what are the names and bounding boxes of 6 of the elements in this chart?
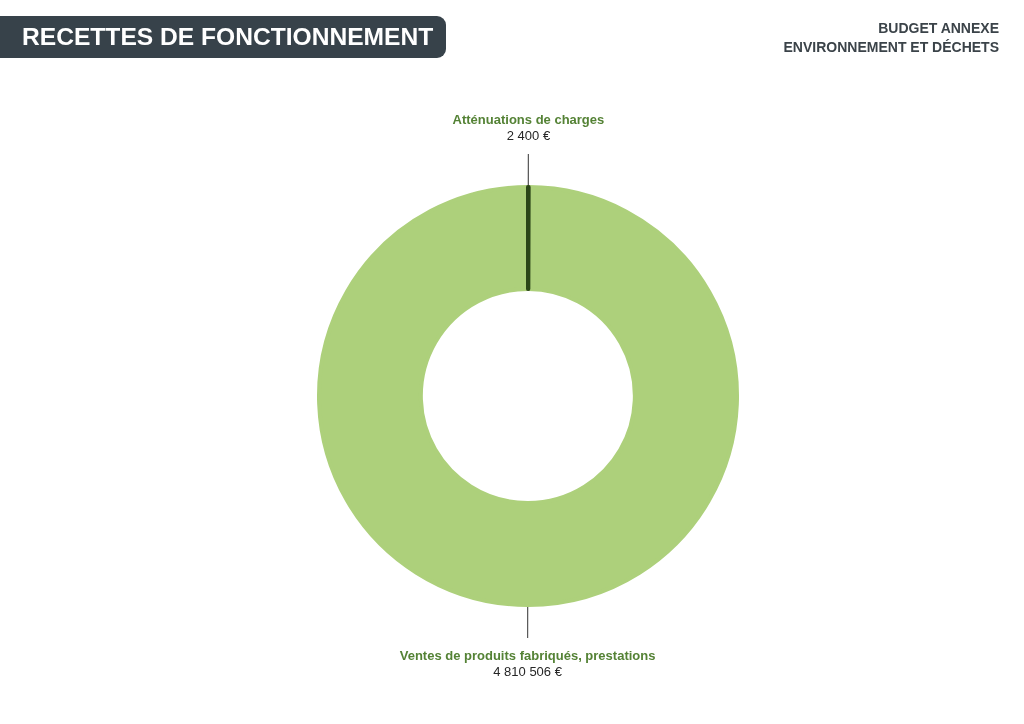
slice-label: Atténuations de charges <box>452 112 605 127</box>
donut-slice <box>317 185 739 607</box>
data-label: 4 810 506 € <box>493 664 563 679</box>
text: BUDGET ANNEXE ENVIRONNEMENT ET DÉCHETS <box>783 19 999 57</box>
data-label: 2 400 € <box>506 128 551 143</box>
slice-label: Ventes de produits fabriqués, prestations <box>399 648 656 663</box>
